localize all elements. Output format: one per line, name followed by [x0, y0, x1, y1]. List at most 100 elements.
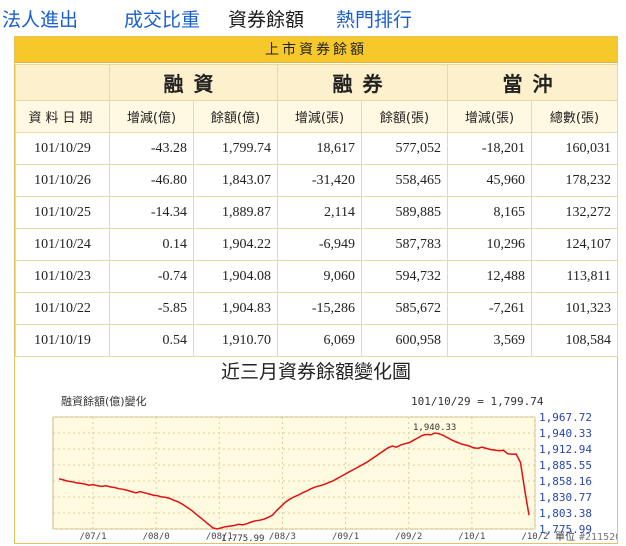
x-tick-label: /09/1 — [332, 532, 359, 541]
table-cell: 101/10/24 — [15, 228, 110, 261]
table-cell: 178,232 — [531, 164, 618, 197]
margin-table: 融資 融券 當沖 資料日期 增減(億) 餘額(億) 增減(張) 餘額(張) 增減… — [15, 64, 618, 357]
table-cell: 160,031 — [531, 132, 618, 165]
table-cell: 132,272 — [531, 196, 618, 229]
table-cell: -15,286 — [277, 292, 362, 325]
table-cell: 594,732 — [361, 260, 448, 293]
table-cell: 1,843.07 — [193, 164, 278, 197]
table-cell: 108,584 — [531, 324, 618, 357]
table-cell: 577,052 — [361, 132, 448, 165]
group-header-empty — [15, 64, 110, 101]
x-tick-label: /10/1 — [458, 532, 485, 541]
table-cell: 45,960 — [447, 164, 532, 197]
top-nav: 法人進出 成交比重 資券餘額 熱門排行 — [0, 0, 626, 32]
table-cell: 1,904.83 — [193, 292, 278, 325]
table-cell: 101,323 — [531, 292, 618, 325]
table-cell: 8,165 — [447, 196, 532, 229]
column-header-row: 資料日期 增減(億) 餘額(億) 增減(張) 餘額(張) 增減(張) 總數(張) — [15, 100, 618, 133]
column-header: 餘額(張) — [361, 100, 448, 133]
table-cell: -46.80 — [109, 164, 194, 197]
table-cell: 18,617 — [277, 132, 362, 165]
table-cell: -5.85 — [109, 292, 194, 325]
table-cell: -6,949 — [277, 228, 362, 261]
column-header: 總數(張) — [531, 100, 618, 133]
x-tick-label: /08/1 — [206, 532, 233, 541]
table-cell: 101/10/25 — [15, 196, 110, 229]
table-cell: 1,910.70 — [193, 324, 278, 357]
table-row: 101/10/24 0.14 1,904.22 -6,949 587,783 1… — [15, 228, 618, 261]
nav-link-margin-balance[interactable]: 資券餘額 — [228, 9, 305, 31]
column-header: 增減(億) — [109, 100, 194, 133]
table-cell: 101/10/22 — [15, 292, 110, 325]
table-cell: 101/10/19 — [15, 324, 110, 357]
table-cell: -14.34 — [109, 196, 194, 229]
table-cell: 558,465 — [361, 164, 448, 197]
y-tick-label: 1,830.77 — [539, 491, 592, 504]
table-cell: 589,885 — [361, 196, 448, 229]
y-tick-label: 1,885.55 — [539, 459, 592, 472]
table-cell: 587,783 — [361, 228, 448, 261]
table-cell: 1,889.87 — [193, 196, 278, 229]
group-header-row: 融資 融券 當沖 — [15, 64, 618, 101]
nav-link-volume-share[interactable]: 成交比重 — [124, 9, 201, 31]
margin-balance-panel: 上市資券餘額 融資 融券 當沖 資料日期 增減(億) 餘額(億) 增減(張) 餘… — [14, 36, 618, 544]
table-cell: 1,904.08 — [193, 260, 278, 293]
x-tick-label: /07/1 — [79, 532, 106, 541]
x-tick-label: /09/2 — [395, 532, 422, 541]
table-cell: 124,107 — [531, 228, 618, 261]
table-cell: -18,201 — [447, 132, 532, 165]
y-tick-label: 1,967.72 — [539, 411, 592, 424]
table-cell: 3,569 — [447, 324, 532, 357]
table-cell: -31,420 — [277, 164, 362, 197]
group-header-short: 融券 — [277, 64, 448, 101]
nav-link-institutional[interactable]: 法人進出 — [2, 9, 79, 31]
nav-link-hot-rank[interactable]: 熱門排行 — [336, 9, 413, 31]
table-row: 101/10/22 -5.85 1,904.83 -15,286 585,672… — [15, 292, 618, 325]
table-row: 101/10/19 0.54 1,910.70 6,069 600,958 3,… — [15, 324, 618, 357]
column-header: 增減(張) — [447, 100, 532, 133]
column-header: 資料日期 — [15, 100, 110, 133]
x-tick-label: /08/0 — [143, 532, 170, 541]
table-cell: 585,672 — [361, 292, 448, 325]
table-cell: -43.28 — [109, 132, 194, 165]
max-value-label: 1,940.33 — [413, 423, 456, 433]
table-cell: 1,904.22 — [193, 228, 278, 261]
table-cell: 9,060 — [277, 260, 362, 293]
table-cell: 0.14 — [109, 228, 194, 261]
group-header-financing: 融資 — [109, 64, 278, 101]
y-tick-label: 1,858.16 — [539, 475, 592, 488]
table-cell: 101/10/23 — [15, 260, 110, 293]
group-header-daytrade: 當沖 — [447, 64, 618, 101]
x-tick-label: /10/2 — [521, 532, 548, 541]
unit-label: 單位 — [555, 530, 575, 541]
table-cell: 6,069 — [277, 324, 362, 357]
table-cell: 1,799.74 — [193, 132, 278, 165]
table-cell: -7,261 — [447, 292, 532, 325]
series-line — [58, 432, 530, 530]
table-row: 101/10/29 -43.28 1,799.74 18,617 577,052… — [15, 132, 618, 165]
watermark-code: #211520 — [579, 532, 617, 541]
latest-value-annotation: 101/10/29 = 1,799.74 — [411, 395, 544, 408]
min-value-label: 1,775.99 — [221, 534, 264, 541]
table-row: 101/10/26 -46.80 1,843.07 -31,420 558,46… — [15, 164, 618, 197]
table-cell: 101/10/29 — [15, 132, 110, 165]
table-cell: -0.74 — [109, 260, 194, 293]
table-cell: 12,488 — [447, 260, 532, 293]
y-tick-label: 1,775.99 — [539, 523, 592, 536]
table-cell: 0.54 — [109, 324, 194, 357]
x-tick-label: /08/3 — [269, 532, 296, 541]
y-tick-label: 1,912.94 — [539, 443, 592, 456]
panel-title: 上市資券餘額 — [15, 37, 617, 63]
column-header: 餘額(億) — [193, 100, 278, 133]
table-row: 101/10/23 -0.74 1,904.08 9,060 594,732 1… — [15, 260, 618, 293]
y-tick-label: 1,940.33 — [539, 427, 592, 440]
table-cell: 2,114 — [277, 196, 362, 229]
chart-title: 近三月資券餘額變化圖 — [220, 361, 411, 383]
table-row: 101/10/25 -14.34 1,889.87 2,114 589,885 … — [15, 196, 618, 229]
table-cell: 10,296 — [447, 228, 532, 261]
column-header: 增減(張) — [277, 100, 362, 133]
y-tick-label: 1,803.38 — [539, 507, 592, 520]
table-cell: 101/10/26 — [15, 164, 110, 197]
table-cell: 113,811 — [531, 260, 618, 293]
margin-line-chart: 1,967.72 1,940.33 1,912.94 1,885.55 1,858.16… — [45, 389, 617, 541]
